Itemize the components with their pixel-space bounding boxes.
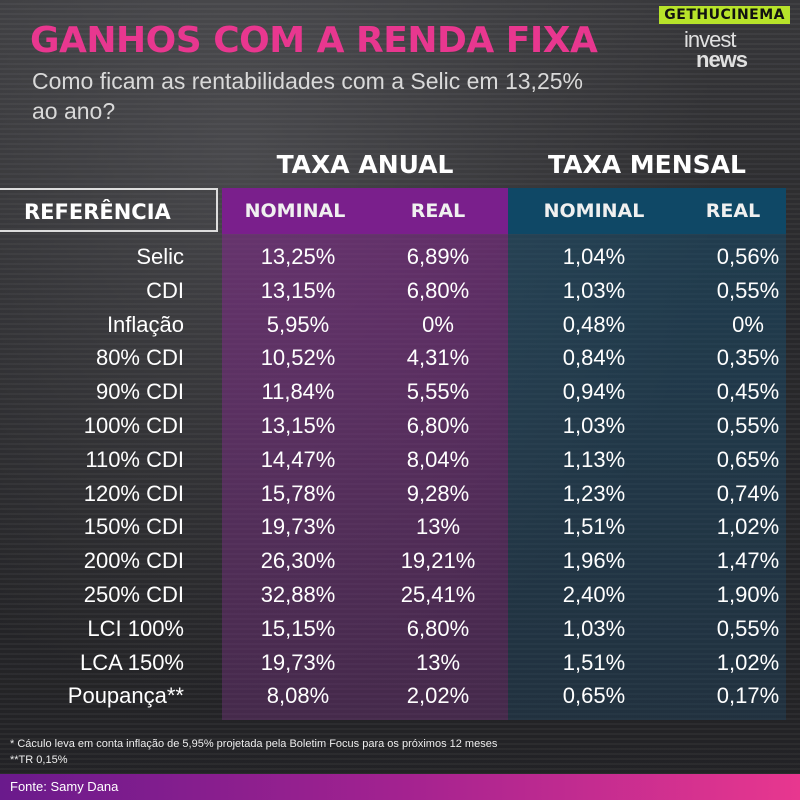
table-cell: 19,73% [260,650,336,675]
table-cell: 13,15% [260,413,336,438]
table-cell: 0,74% [716,481,780,506]
source-text: Fonte: Samy Dana [10,779,119,794]
table-cell: 1,51% [562,514,626,539]
table-cell: 0,65% [562,683,626,708]
row-label: LCI 100% [87,616,184,641]
table-cell: 0,84% [562,345,626,370]
table-cell: 1,96% [562,548,626,573]
table-cell: 1,90% [716,582,780,607]
table-cell: 11,84% [261,379,335,404]
table-cell: 15,78% [260,481,336,506]
table-cell: 1,03% [562,278,626,303]
table-cell: 15,15% [260,616,336,641]
table-cell: 8,04% [406,447,470,472]
row-label: 100% CDI [83,413,184,438]
footnote-2: **TR 0,15% [10,754,68,766]
row-label: 150% CDI [83,514,184,539]
footnote-1: * Cáculo leva em conta inflação de 5,95%… [10,738,498,750]
table-cell: 4,31% [406,345,470,370]
table-cell: 2,02% [406,683,470,708]
table-cell: 1,03% [562,616,626,641]
monthly-column-band [508,188,786,720]
table-cell: 1,04% [562,244,626,269]
table-cell: 0,55% [716,278,780,303]
table-cell: 25,41% [400,582,476,607]
reference-header: REFERÊNCIA [0,188,218,232]
group-header-annual: TAXA ANUAL [276,150,454,179]
column-header-monthly-real: REAL [705,200,761,222]
row-label: LCA 150% [80,650,184,675]
table-cell: 1,02% [716,514,780,539]
table-cell: 1,03% [562,413,626,438]
page-subtitle: Como ficam as rentabilidades com a Selic… [32,68,583,124]
annual-column-band [222,188,508,720]
table-cell: 0,65% [716,447,780,472]
table-cell: 0,55% [716,616,780,641]
table-cell: 10,52% [260,345,336,370]
table-cell: 2,40% [562,582,626,607]
table-cell: 5,55% [406,379,470,404]
table-cell: 8,08% [266,683,330,708]
table-cell: 13,15% [260,278,336,303]
table-cell: 1,02% [716,650,780,675]
group-header-monthly: TAXA MENSAL [548,150,746,179]
table-cell: 32,88% [260,582,336,607]
table-cell: 14,47% [260,447,336,472]
table-cell: 19,73% [260,514,336,539]
column-header-annual-real: REAL [410,200,466,222]
table-cell: 0,94% [562,379,626,404]
table-cell: 13% [415,650,461,675]
table-cell: 0% [422,312,454,337]
table-cell: 0,45% [716,379,780,404]
row-label: Poupança** [67,683,184,708]
table-cell: 1,51% [562,650,626,675]
table-cell: 1,13% [562,447,626,472]
table-cell: 26,30% [260,548,336,573]
table-cell: 9,28% [406,481,470,506]
table-cell: 6,89% [406,244,470,269]
table-cell: 0,48% [562,312,626,337]
table-cell: 6,80% [406,413,470,438]
row-label: 200% CDI [83,548,184,573]
row-label: Selic [136,244,184,269]
column-header-monthly-nominal: NOMINAL [543,200,645,222]
page-title: GANHOS COM A RENDA FIXA [30,20,598,61]
row-label: 110% CDI [85,447,184,472]
table-cell: 13,25% [260,244,336,269]
table-cell: 0,55% [716,413,780,438]
table-cell: 0,56% [716,244,780,269]
row-label: 80% CDI [95,345,184,370]
brand-logo: invest news [684,27,748,72]
table-cell: 5,95% [266,312,330,337]
column-header-annual-nominal: NOMINAL [244,200,346,222]
table-cell: 13% [415,514,461,539]
table-cell: 6,80% [406,278,470,303]
table-cell: 6,80% [406,616,470,641]
row-label: 90% CDI [95,379,184,404]
row-label: 250% CDI [83,582,184,607]
source-bar: Fonte: Samy Dana [0,774,800,800]
row-label: Inflação [106,312,184,337]
table-cell: 19,21% [400,548,476,573]
row-label: 120% CDI [83,481,184,506]
table-cell: 0,17% [716,683,780,708]
table-cell: 0% [732,312,764,337]
table-cell: 1,23% [562,481,626,506]
row-label: CDI [146,278,184,303]
table-cell: 1,47% [716,548,780,573]
watermark-badge: GETHUCINEMA [659,6,790,24]
table-cell: 0,35% [716,345,780,370]
